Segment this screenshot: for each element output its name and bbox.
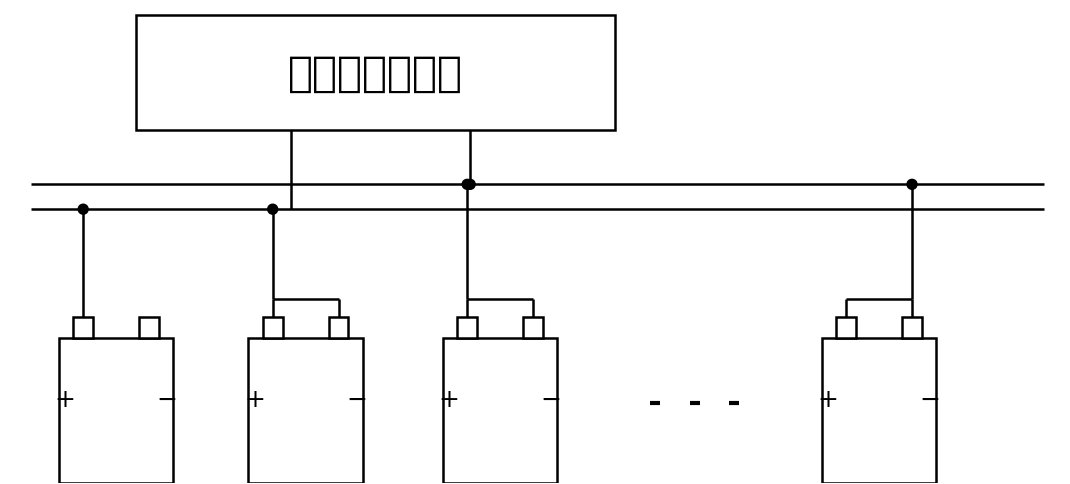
Bar: [73, 317, 93, 339]
Bar: [902, 317, 922, 339]
Bar: [139, 317, 159, 339]
Text: +: +: [439, 387, 460, 411]
Text: 电池充放电装置: 电池充放电装置: [288, 52, 463, 94]
Bar: [248, 339, 363, 483]
Bar: [837, 317, 856, 339]
Bar: [523, 317, 542, 339]
Bar: [263, 317, 282, 339]
Bar: [328, 317, 349, 339]
Circle shape: [907, 180, 917, 190]
Circle shape: [462, 180, 472, 190]
Circle shape: [268, 205, 278, 215]
Text: +: +: [817, 387, 839, 411]
Bar: [443, 339, 557, 483]
Text: +: +: [55, 387, 76, 411]
Bar: [59, 339, 173, 483]
Circle shape: [465, 180, 475, 190]
Text: +: +: [244, 387, 265, 411]
Bar: [457, 317, 477, 339]
Bar: [822, 339, 936, 483]
Text: −: −: [346, 387, 367, 411]
Text: −: −: [919, 387, 941, 411]
Text: −: −: [156, 387, 178, 411]
Text: −: −: [540, 387, 562, 411]
Circle shape: [78, 205, 88, 215]
Bar: [136, 16, 615, 130]
